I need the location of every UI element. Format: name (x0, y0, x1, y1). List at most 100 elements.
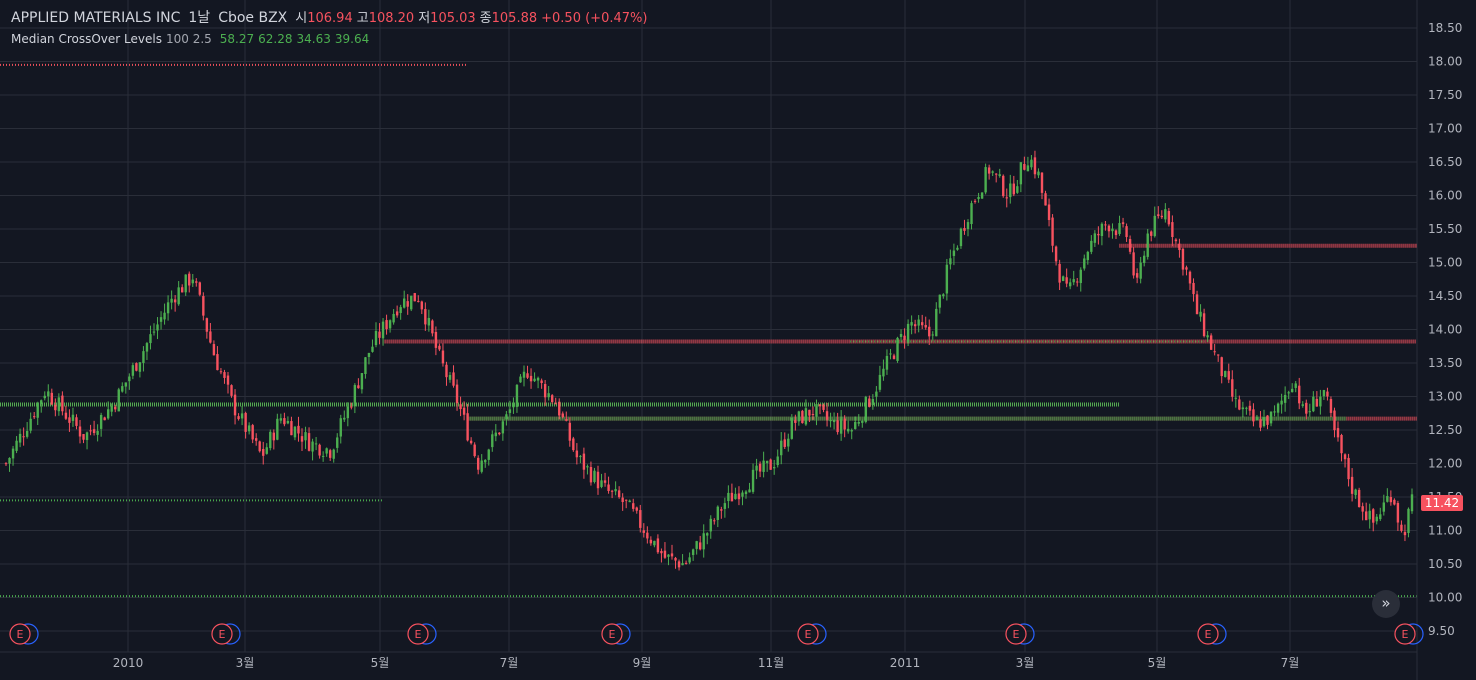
candle-body (1054, 246, 1058, 262)
candle-body (1114, 230, 1118, 236)
candle-body (871, 399, 875, 405)
candle-body (191, 279, 194, 284)
candle-body (290, 421, 293, 436)
candle-body (543, 384, 547, 398)
candle-body (575, 450, 579, 458)
candle-body (142, 351, 145, 363)
candle-body (494, 432, 498, 437)
candle-body (526, 373, 529, 378)
candle-body (765, 460, 769, 464)
candle-body (854, 421, 857, 429)
candle-body (57, 397, 61, 412)
scroll-to-realtime-button[interactable]: » (1372, 590, 1400, 618)
candle-body (723, 503, 727, 509)
candle-body (413, 293, 416, 302)
candle-body (1227, 371, 1230, 380)
time-tick-label: 7월 (500, 656, 519, 670)
candle-body (251, 425, 254, 440)
candle-body (138, 362, 142, 372)
candle-body (300, 436, 304, 442)
candle-body (1389, 497, 1393, 503)
candle-body (1153, 215, 1156, 237)
candle-body (1076, 281, 1079, 283)
candle-body (1164, 209, 1167, 220)
candle-body (505, 414, 508, 420)
candle-body (371, 346, 374, 352)
candle-body (272, 432, 276, 441)
candle-body (878, 374, 882, 390)
indicator-legend[interactable]: Median CrossOver Levels 100 2.5 58.27 62… (11, 32, 647, 46)
interval-label[interactable]: 1날 (188, 10, 211, 26)
change-value: +0.50 (+0.47%) (541, 11, 648, 26)
candle-body (279, 418, 283, 421)
candle-body (1009, 183, 1012, 198)
candle-body (1234, 397, 1238, 399)
candle-body (304, 432, 307, 441)
candle-body (1312, 396, 1315, 412)
candle-body (741, 492, 744, 497)
candle-body (1121, 222, 1125, 225)
candle-body (540, 380, 543, 384)
candle-body (1368, 510, 1371, 520)
candle-body (660, 551, 663, 554)
candle-body (836, 420, 839, 433)
symbol-name[interactable]: APPLIED MATERIALS INC (11, 10, 181, 26)
price-tick-label: 11.00 (1428, 524, 1462, 538)
exchange-label: Cboe BZX (218, 10, 288, 26)
candle-body (1340, 434, 1343, 454)
indicator-params: 100 2.5 (165, 32, 212, 46)
open-value: 106.94 (307, 11, 353, 26)
candle-body (92, 429, 96, 434)
candle-body (152, 331, 156, 333)
candle-body (846, 428, 850, 432)
candle-body (1403, 531, 1407, 536)
candle-body (1083, 258, 1086, 269)
candle-body (797, 411, 801, 422)
candle-body (121, 386, 124, 392)
candle-body (991, 171, 994, 173)
candle-body (1241, 407, 1245, 410)
candle-body (131, 365, 135, 376)
indicator-name[interactable]: Median CrossOver Levels (11, 32, 162, 46)
candle-body (1051, 217, 1054, 246)
earnings-marker-label: E (17, 628, 24, 641)
price-axis[interactable]: 18.50 18.00 17.50 17.00 16.50 16.00 15.50 15.00… (1416, 0, 1462, 680)
candle-body (596, 471, 600, 489)
candle-body (1410, 494, 1414, 512)
candle-body (677, 561, 681, 568)
candle-body (973, 200, 977, 202)
time-axis[interactable]: 2010 3월 5월 7월 9월 11월 2011 3월 5월 7월 (0, 651, 1417, 670)
candle-body (554, 403, 557, 405)
candle-body (128, 376, 131, 382)
candle-body (702, 533, 705, 550)
candle-body (1068, 282, 1072, 287)
earnings-marker (211, 623, 233, 645)
candle-body (50, 392, 54, 405)
candle-body (681, 563, 684, 566)
candle-body (610, 490, 614, 492)
candle-body (254, 438, 258, 441)
candle-body (170, 298, 173, 303)
time-tick-label: 3월 (236, 656, 255, 670)
candle-body (1093, 233, 1097, 243)
candle-body (727, 492, 730, 502)
candle-body (459, 404, 462, 410)
candle-body (78, 426, 82, 437)
candle-body (966, 222, 970, 230)
candle-body (1192, 282, 1195, 295)
high-value: 108.20 (368, 11, 415, 26)
candle-body (434, 331, 438, 348)
candle-body (1276, 403, 1280, 413)
candle-body (758, 463, 762, 472)
candle-body (1287, 392, 1290, 394)
candle-body (18, 433, 22, 443)
candle-body (233, 394, 237, 416)
candle-body (698, 542, 702, 550)
price-tick-label: 17.50 (1428, 88, 1462, 102)
candle-body (561, 413, 564, 418)
candle-body (1280, 400, 1283, 405)
candle-body (1305, 402, 1308, 414)
candle-body (286, 420, 290, 424)
